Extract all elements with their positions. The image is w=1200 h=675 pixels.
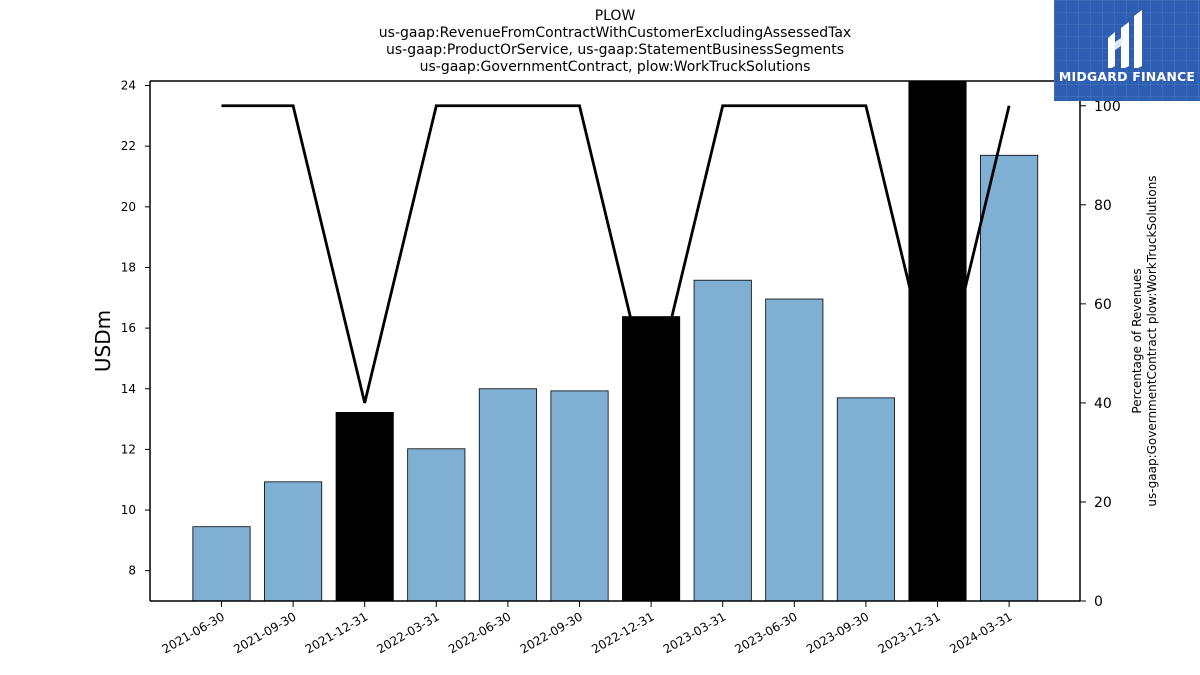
y-tick-label: 8 [128, 564, 136, 578]
series-line [221, 104, 1011, 404]
bar [192, 526, 251, 602]
y2-tick-label: 100 [1094, 99, 1121, 115]
chart-title-line: us-gaap:RevenueFromContractWithCustomerE… [378, 25, 852, 41]
x-tick-label: 2024-03-31 [947, 609, 1014, 656]
y2-tick-label: 20 [1094, 495, 1112, 511]
x-tick-label: 2022-03-31 [374, 609, 441, 656]
y-tick-label: 14 [121, 382, 136, 396]
y2-axis-label: us-gaap:GovernmentContract plow:WorkTruc… [1145, 175, 1159, 506]
bar [622, 316, 681, 602]
bar [264, 481, 323, 602]
y-tick-label: 20 [121, 200, 136, 214]
y2-tick-label: 60 [1094, 297, 1112, 313]
y-tick-label: 12 [121, 442, 136, 456]
midgard-finance-logo-icon [1108, 10, 1142, 68]
bar [908, 80, 967, 602]
chart-title-line: us-gaap:GovernmentContract, plow:WorkTru… [419, 59, 811, 75]
y-tick-label: 18 [121, 260, 136, 274]
x-tick-label: 2021-12-31 [303, 609, 370, 656]
bar [478, 388, 537, 602]
x-tick-label: 2021-09-30 [231, 609, 298, 656]
bar [335, 412, 394, 602]
x-tick-label: 2022-12-31 [589, 609, 656, 656]
y-tick-label: 16 [121, 321, 136, 335]
bar [980, 154, 1039, 602]
logo-text: MIDGARD FINANCE [1058, 69, 1196, 84]
x-tick-label: 2022-09-30 [518, 609, 585, 656]
y2-tick-label: 80 [1094, 198, 1112, 214]
x-tick-label: 2023-03-31 [661, 609, 728, 656]
y2-axis-label: Percentage of Revenues [1130, 268, 1144, 413]
x-tick-label: 2023-09-30 [804, 609, 871, 656]
y2-tick-label: 0 [1094, 594, 1103, 610]
chart-title-line: PLOW [594, 8, 636, 24]
y-tick-label: 22 [121, 139, 136, 153]
bar [407, 448, 466, 602]
bar [765, 298, 824, 602]
y2-tick-label: 40 [1094, 396, 1112, 412]
bar [550, 390, 609, 602]
x-tick-label: 2022-06-30 [446, 609, 513, 656]
x-tick-label: 2023-06-30 [732, 609, 799, 656]
x-tick-label: 2021-06-30 [160, 609, 227, 656]
bar [693, 279, 752, 602]
x-tick-label: 2023-12-31 [876, 609, 943, 656]
y-tick-label: 10 [121, 503, 136, 517]
chart-title-line: us-gaap:ProductOrService, us-gaap:Statem… [385, 42, 844, 58]
y-tick-label: 24 [121, 79, 136, 93]
y-axis-label: USDm [91, 310, 115, 372]
logo: MIDGARD FINANCE [1054, 0, 1200, 101]
bar [836, 397, 895, 602]
